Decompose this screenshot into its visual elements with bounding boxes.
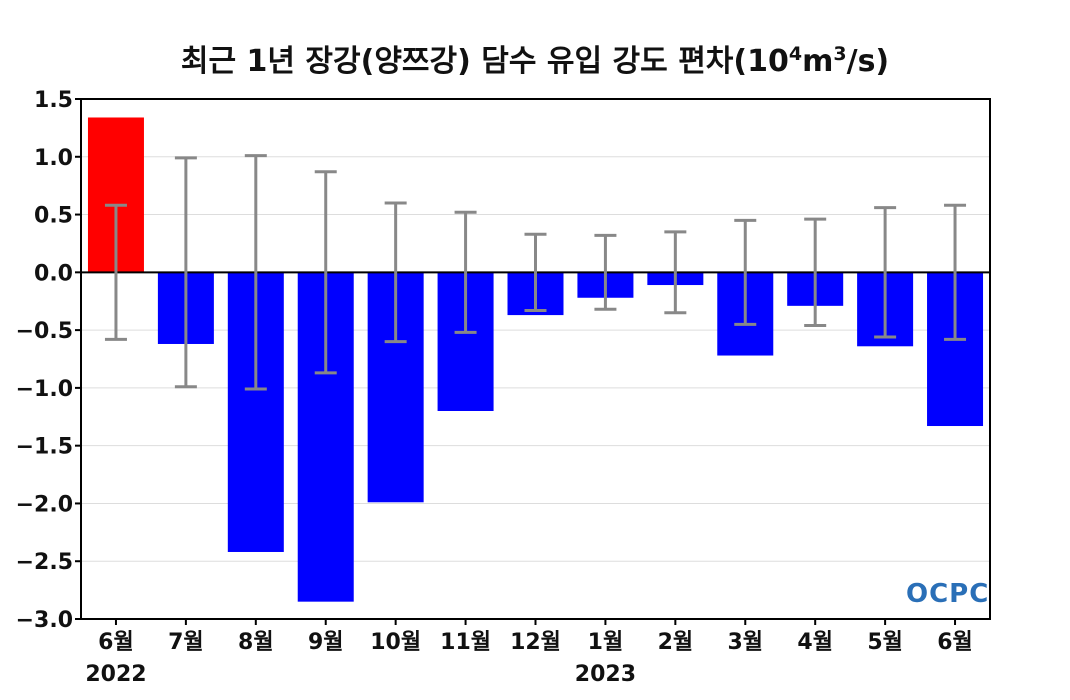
x-tick-label: 11월 xyxy=(440,630,491,655)
chart-title-main: 최근 1년 장강(양쯔강) 담수 유입 강도 편차(10 xyxy=(180,44,789,79)
x-tick-label: 10월 xyxy=(370,630,421,655)
chart-title-sup1: 4 xyxy=(788,43,803,65)
plot-frame xyxy=(80,98,991,620)
y-tick-label: −1.0 xyxy=(16,377,73,402)
chart-title-end: /s) xyxy=(846,44,890,79)
ocpc-logo: OCPC xyxy=(906,579,990,611)
y-tick-label: −3.0 xyxy=(16,608,73,633)
x-tick-label: 6월 xyxy=(937,630,973,655)
y-tick-label: −1.5 xyxy=(16,435,73,460)
chart-title-sup2: 3 xyxy=(833,43,847,65)
x-tick-label: 6월 xyxy=(98,630,134,655)
y-tick-label: −2.5 xyxy=(16,550,73,575)
x-tick-label: 9월 xyxy=(308,630,344,655)
year-label: 2022 xyxy=(85,662,146,687)
x-tick-label: 2월 xyxy=(658,630,694,655)
x-tick-label: 5월 xyxy=(867,630,903,655)
y-tick-label: 0.0 xyxy=(34,261,73,286)
x-tick-label: 3월 xyxy=(727,630,763,655)
x-tick-label: 1월 xyxy=(588,630,624,655)
x-tick-label: 7월 xyxy=(168,630,204,655)
y-tick-label: −0.5 xyxy=(16,319,73,344)
x-tick-label: 8월 xyxy=(238,630,274,655)
x-tick-label: 12월 xyxy=(510,630,561,655)
chart-title: 최근 1년 장강(양쯔강) 담수 유입 강도 편차(104m3/s) xyxy=(0,36,1070,80)
ocpc-logo-text: OCPC xyxy=(906,579,990,609)
x-tick-label: 4월 xyxy=(797,630,833,655)
y-tick-label: −2.0 xyxy=(16,492,73,517)
y-tick-label: 1.0 xyxy=(34,146,73,171)
year-label: 2023 xyxy=(575,662,636,687)
y-tick-label: 1.5 xyxy=(34,88,73,113)
chart-title-mid: m xyxy=(802,44,834,79)
y-tick-label: 0.5 xyxy=(34,204,73,229)
